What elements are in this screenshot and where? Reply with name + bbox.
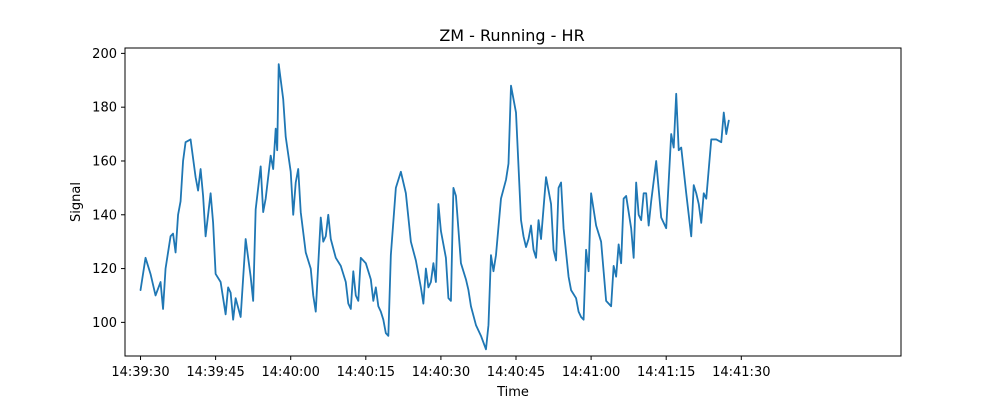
x-tick-label: 14:40:00 [262, 365, 320, 380]
y-tick-label: 120 [92, 262, 117, 277]
x-axis-ticks: 14:39:30 14:39:45 14:40:00 14:40:15 14:40:30… [111, 356, 770, 380]
y-axis-label: Signal [69, 182, 84, 222]
plot-frame [124, 47, 902, 357]
x-tick-label: 14:40:30 [412, 365, 470, 380]
hr-signal-line [139, 63, 730, 351]
y-tick-label: 160 [92, 154, 117, 169]
y-tick-label: 180 [92, 101, 117, 116]
y-tick-label: 200 [92, 47, 117, 62]
y-tick-label: 140 [92, 208, 117, 223]
x-axis-label: Time [496, 385, 529, 400]
x-tick-label: 14:41:30 [712, 365, 770, 380]
chart-title: ZM - Running - HR [439, 26, 584, 45]
y-tick-label: 100 [92, 316, 117, 331]
x-tick-label: 14:41:15 [637, 365, 695, 380]
y-axis-ticks: 100 120 140 160 180 200 [92, 47, 125, 331]
x-tick-label: 14:39:45 [186, 365, 244, 380]
x-tick-label: 14:40:15 [337, 365, 395, 380]
x-tick-label: 14:39:30 [111, 365, 169, 380]
x-tick-label: 14:40:45 [487, 365, 545, 380]
x-tick-label: 14:41:00 [562, 365, 620, 380]
